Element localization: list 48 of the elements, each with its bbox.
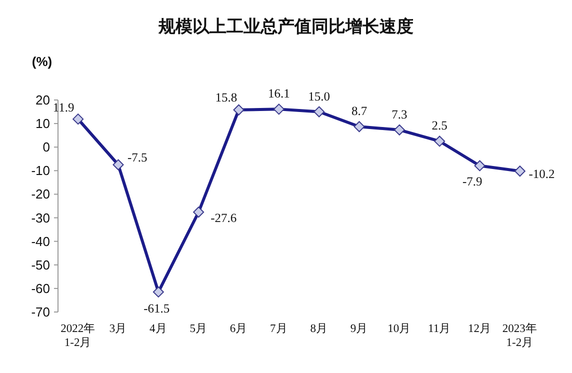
x-tick-label: 2022年 1-2月 bbox=[60, 322, 96, 349]
y-tick-label: 0 bbox=[42, 140, 50, 155]
y-tick-label: -70 bbox=[31, 304, 50, 320]
x-tick-label: 3月 bbox=[109, 322, 128, 335]
x-tick-label: 6月 bbox=[230, 322, 248, 335]
x-tick-label: 12月 bbox=[468, 322, 492, 335]
y-tick-label: -30 bbox=[31, 210, 50, 226]
x-tick-label: 9月 bbox=[350, 322, 368, 335]
point bbox=[314, 106, 325, 118]
point bbox=[233, 104, 244, 116]
x-tick-label: 4月 bbox=[150, 322, 168, 335]
y-tick-label: -50 bbox=[31, 257, 50, 272]
point bbox=[273, 104, 284, 115]
data-label: -7.9 bbox=[462, 174, 482, 188]
data-label: -27.6 bbox=[210, 211, 237, 226]
data-label: 11.9 bbox=[52, 100, 74, 115]
point bbox=[434, 136, 446, 147]
y-tick-label: 10 bbox=[36, 116, 50, 132]
data-label: 16.1 bbox=[268, 86, 290, 101]
data-label: 15.8 bbox=[215, 90, 238, 104]
y-tick-label: -10 bbox=[31, 163, 50, 178]
data-label: 15.0 bbox=[308, 89, 330, 104]
point bbox=[152, 286, 164, 298]
point bbox=[354, 121, 365, 132]
point bbox=[514, 166, 526, 177]
x-tick-label: 10月 bbox=[388, 322, 412, 335]
point bbox=[394, 124, 405, 136]
data-label: -7.5 bbox=[128, 150, 148, 164]
point bbox=[474, 160, 486, 172]
y-tick-label: -20 bbox=[31, 186, 50, 202]
data-label: 2.5 bbox=[432, 118, 448, 133]
data-label: 8.7 bbox=[351, 104, 368, 118]
y-tick-label: 20 bbox=[36, 92, 50, 108]
x-tick-label: 11月 bbox=[428, 322, 452, 335]
y-tick-label: -40 bbox=[31, 234, 50, 249]
y-tick-label: -60 bbox=[31, 280, 50, 296]
x-tick-label: 8月 bbox=[310, 322, 328, 335]
x-tick-label: 5月 bbox=[190, 322, 208, 335]
data-label: -61.5 bbox=[144, 301, 170, 316]
x-tick-label: 7月 bbox=[270, 322, 288, 335]
data-label: -10.2 bbox=[528, 166, 555, 181]
point bbox=[72, 114, 84, 125]
point bbox=[193, 206, 204, 218]
data-label: 7.3 bbox=[392, 107, 408, 122]
point bbox=[112, 159, 124, 170]
chart-title: 规模以上工业总产值同比增长速度 bbox=[158, 17, 414, 36]
x-tick-label: 2023年 1-2月 bbox=[502, 322, 538, 349]
y-axis-title: (%) bbox=[32, 54, 52, 69]
